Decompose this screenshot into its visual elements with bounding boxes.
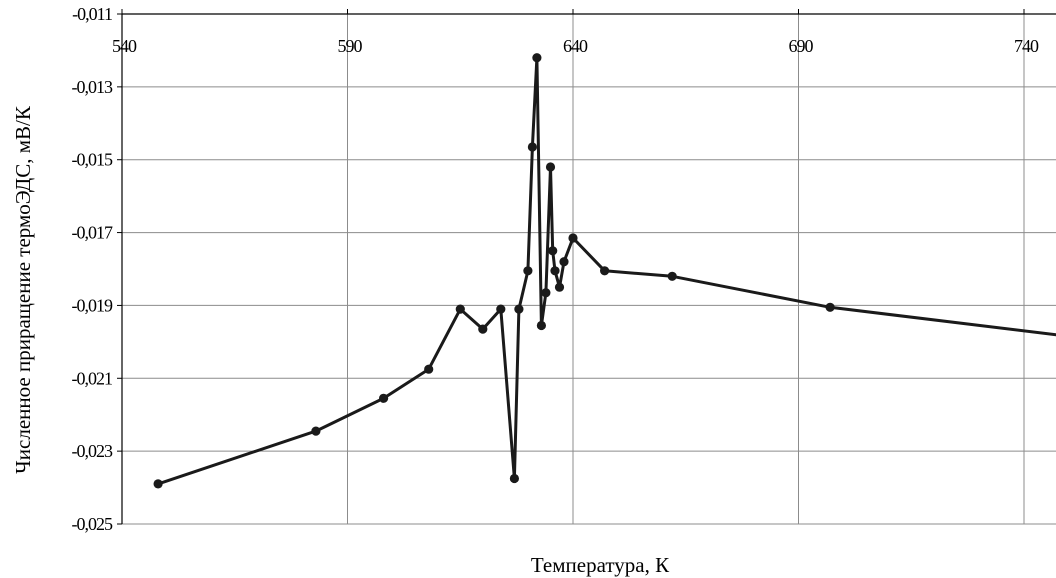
data-point	[545, 162, 556, 172]
data-point	[536, 320, 547, 331]
data-point	[514, 304, 524, 314]
y-tick-label: -0,017	[72, 223, 113, 243]
data-point	[424, 364, 434, 374]
y-tick-label: -0,019	[72, 295, 113, 315]
series-line	[157, 56, 1056, 486]
data-point	[496, 304, 506, 314]
x-tick-label: 640	[563, 36, 588, 56]
y-tick-label: -0,011	[72, 4, 112, 24]
y-tick-label: -0,013	[72, 77, 113, 97]
y-tick-labels: -0,011 -0,013 -0,015 -0,017 -0,019 -0,021 -0,0…	[72, 4, 114, 534]
y-axis-title: Численное приращение термоЭДС, мВ/К	[11, 105, 35, 474]
y-tick-label: -0,015	[72, 150, 113, 170]
x-tick-label: 690	[789, 36, 814, 56]
data-point	[527, 142, 538, 152]
data-point	[667, 271, 677, 281]
y-tick-label: -0,023	[72, 441, 113, 461]
data-point	[478, 324, 488, 334]
data-point	[311, 426, 321, 436]
data-point	[523, 266, 533, 276]
data-point	[550, 266, 560, 276]
y-tick-label: -0,021	[72, 368, 113, 388]
data-point	[600, 266, 610, 276]
grid	[121, 13, 1056, 525]
data-point	[455, 304, 465, 314]
data-point	[532, 53, 542, 63]
data-point	[825, 302, 835, 312]
x-axis-title: Температура, К	[531, 553, 670, 577]
x-tick-label: 740	[1014, 36, 1039, 56]
series	[153, 53, 1056, 489]
x-tick-label: 540	[112, 36, 137, 56]
data-point	[509, 473, 519, 484]
y-tick-label: -0,025	[72, 514, 113, 534]
data-point	[153, 479, 163, 489]
data-point	[559, 257, 569, 267]
data-point	[568, 233, 578, 243]
x-tick-label: 590	[338, 36, 363, 56]
x-tick-labels: 540 590 640 690 740	[112, 36, 1040, 56]
axes	[117, 9, 1056, 525]
data-point	[548, 246, 558, 256]
data-point	[554, 282, 565, 292]
data-point	[379, 393, 389, 403]
data-point	[541, 288, 551, 298]
